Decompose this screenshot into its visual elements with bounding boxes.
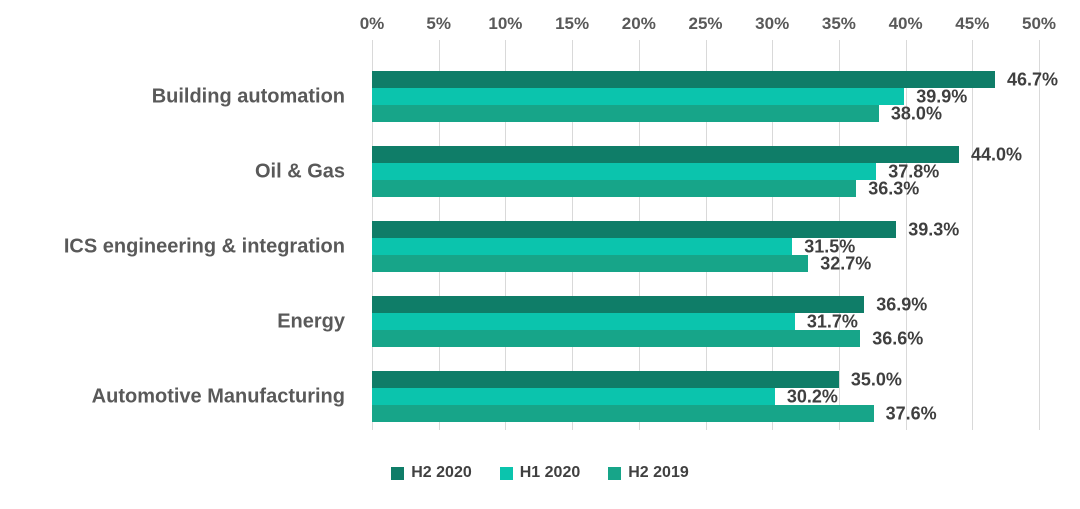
category-label: ICS engineering & integration — [63, 235, 345, 257]
legend-swatch — [608, 466, 622, 480]
category-label: Oil & Gas — [254, 160, 345, 182]
x-axis-tick-label: 35% — [821, 14, 856, 33]
bar-value-label: 44.0% — [970, 144, 1022, 164]
legend-label: H2 2019 — [628, 464, 689, 481]
bar-h1-2020 — [372, 238, 793, 255]
category-label: Energy — [277, 310, 345, 332]
bar-value-label: 36.9% — [876, 294, 928, 314]
legend-label: H1 2020 — [519, 464, 581, 481]
bar-value-label: 37.8% — [888, 161, 940, 181]
bar-h2-2020 — [372, 296, 865, 313]
bar-h2-2019 — [372, 405, 874, 422]
bar-value-label: 36.6% — [872, 328, 924, 348]
bar-value-label: 39.3% — [908, 219, 960, 239]
legend-label: H2 2020 — [411, 464, 472, 481]
bar-h1-2020 — [372, 388, 775, 405]
category-label: Building automation — [151, 85, 345, 107]
x-axis-tick-label: 40% — [888, 14, 923, 33]
legend-item: H1 2020 — [499, 464, 581, 482]
x-axis-tick-label: 10% — [488, 14, 523, 33]
bar-value-label: 39.9% — [916, 86, 968, 106]
category-label: Automotive Manufacturing — [91, 385, 345, 407]
gridline — [1039, 40, 1040, 430]
x-axis-tick-label: 15% — [555, 14, 590, 33]
x-axis-tick-label: 45% — [955, 14, 990, 33]
bar-h2-2019 — [372, 330, 861, 347]
bar-h2-2019 — [372, 180, 857, 197]
bar-value-label: 46.7% — [1006, 69, 1059, 89]
bar-h2-2020 — [372, 371, 839, 388]
bar-h2-2020 — [372, 221, 897, 238]
bar-value-label: 36.3% — [868, 178, 920, 198]
legend-swatch — [499, 466, 513, 480]
bar-value-label: 32.7% — [820, 253, 872, 273]
legend-swatch — [391, 466, 405, 480]
legend: H2 2020 H1 2020 H2 2019 — [0, 464, 1080, 482]
bar-value-label: 37.6% — [885, 403, 937, 423]
bar-h2-2019 — [372, 255, 809, 272]
x-axis-tick-label: 30% — [755, 14, 790, 33]
x-axis-tick-label: 5% — [426, 14, 451, 33]
bar-value-label: 31.5% — [804, 236, 856, 256]
x-axis-tick-label: 20% — [621, 14, 656, 33]
bar-value-label: 35.0% — [850, 369, 902, 389]
bar-h1-2020 — [372, 163, 877, 180]
bar-value-label: 38.0% — [890, 103, 942, 123]
bar-h2-2020 — [372, 71, 995, 88]
gridline — [905, 40, 907, 430]
legend-item: H2 2020 — [391, 464, 472, 482]
legend-item: H2 2019 — [608, 464, 689, 482]
bar-h2-2020 — [372, 146, 959, 163]
x-axis-tick-label: 50% — [1021, 14, 1057, 33]
gridline — [972, 40, 974, 430]
bar-h1-2020 — [372, 88, 905, 105]
x-axis-tick-label: 0% — [359, 14, 385, 33]
bar-h2-2019 — [372, 105, 879, 122]
bar-h1-2020 — [372, 313, 795, 330]
x-axis-tick-label: 25% — [688, 14, 723, 33]
bar-value-label: 31.7% — [806, 311, 858, 331]
bar-value-label: 30.2% — [786, 386, 838, 406]
